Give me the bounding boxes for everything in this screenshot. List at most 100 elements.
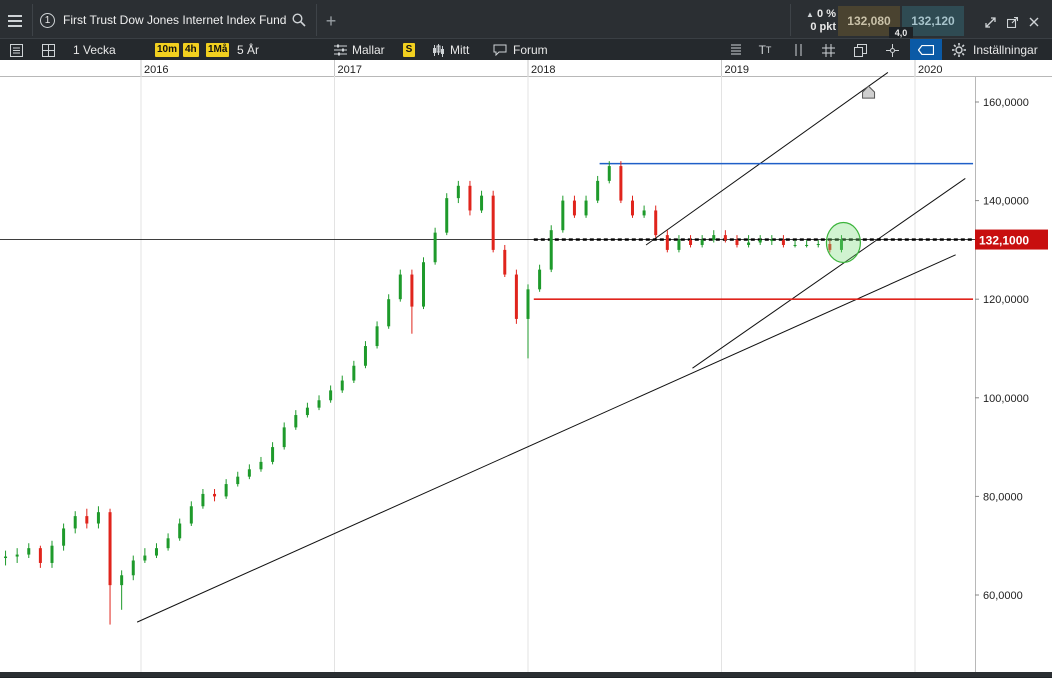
candle-body: [62, 528, 66, 546]
candle-body: [166, 538, 170, 549]
candle-body: [50, 545, 54, 563]
candle-body: [375, 326, 379, 347]
spread-value: 4,0: [889, 27, 913, 39]
candle-body: [282, 427, 286, 448]
y-tick-label: 80,0000: [983, 491, 1023, 503]
search-icon[interactable]: [292, 13, 307, 27]
instrument-number-badge: 1: [40, 12, 55, 28]
range-select[interactable]: 5 År: [237, 43, 260, 57]
candle-body: [352, 365, 356, 381]
candle-body: [770, 240, 774, 242]
x-axis: 2016 2017 2018 2019 2020: [140, 60, 942, 76]
candle-body: [201, 493, 205, 507]
change-points: 0 pkt: [810, 21, 836, 33]
candle-body: [85, 516, 89, 524]
sell-price-button[interactable]: 132,080: [838, 6, 900, 36]
candle-body: [700, 240, 704, 245]
timeframe-10m[interactable]: 10m: [155, 43, 180, 57]
mine-button[interactable]: Mitt: [450, 43, 470, 57]
indicator-list-icon[interactable]: [728, 42, 744, 58]
tag-icon: [918, 44, 934, 55]
candle-body: [584, 200, 588, 216]
instrument-tab[interactable]: 1 First Trust Dow Jones Internet Index F…: [40, 0, 307, 40]
candle-body: [793, 244, 797, 246]
copy-icon[interactable]: [852, 42, 868, 58]
candle-body: [758, 240, 762, 243]
change-percent: 0 %: [817, 8, 836, 20]
candle-body: [317, 400, 321, 408]
s-badge[interactable]: S: [403, 43, 415, 57]
candle-body: [839, 239, 843, 250]
y-tick-label: 160,0000: [983, 97, 1029, 109]
candle-body: [642, 210, 646, 216]
x-tick-label: 2017: [338, 64, 362, 76]
current-price-label: 132,1000: [979, 234, 1029, 248]
candle-body: [236, 476, 240, 485]
expand-icon[interactable]: [982, 14, 998, 30]
instrument-name: First Trust Dow Jones Internet Index Fun…: [63, 13, 287, 27]
hamburger-icon[interactable]: [4, 10, 26, 32]
highlight-circle: [825, 221, 862, 264]
candle-body: [630, 200, 634, 216]
trend-line: [136, 254, 956, 623]
crosshair-icon[interactable]: [884, 42, 900, 58]
candle-body: [73, 516, 77, 529]
candle-body: [572, 200, 576, 216]
layout-grid-icon[interactable]: [40, 42, 56, 58]
settings-button[interactable]: Inställningar: [973, 43, 1038, 57]
candle-body: [4, 556, 8, 559]
x-tick-label: 2019: [725, 64, 749, 76]
candle-body: [189, 506, 193, 524]
candle-body: [677, 240, 681, 250]
price-tag-button[interactable]: [910, 39, 942, 60]
candle-body: [561, 200, 565, 231]
candle-body: [120, 575, 124, 586]
candle-body: [410, 274, 414, 307]
candle-body: [329, 390, 333, 401]
candle-body: [735, 240, 739, 245]
templates-button[interactable]: Mallar: [352, 43, 385, 57]
interval-select[interactable]: 1 Vecka: [73, 43, 116, 57]
y-tick-label: 60,0000: [983, 590, 1023, 602]
timeframe-1m[interactable]: 1Må: [206, 43, 230, 57]
add-tab-icon[interactable]: +: [325, 10, 337, 31]
popout-icon[interactable]: [1004, 14, 1020, 30]
x-tick-label: 2016: [144, 64, 168, 76]
templates-icon[interactable]: [332, 42, 348, 58]
candle-body: [712, 235, 716, 241]
candles-icon[interactable]: [430, 42, 446, 58]
y-tick-label: 140,0000: [983, 196, 1029, 208]
candle-body: [259, 461, 263, 470]
candle-body: [178, 523, 182, 539]
candle-body: [538, 269, 542, 290]
candle-body: [422, 262, 426, 307]
candle-body: [247, 469, 251, 477]
x-tick-label: 2018: [531, 64, 555, 76]
vertical-lines-icon[interactable]: [790, 42, 806, 58]
ask-price: 132,120: [911, 14, 955, 28]
up-triangle-icon: ▲: [806, 10, 814, 19]
forum-icon[interactable]: [492, 42, 508, 58]
candlestick-chart[interactable]: 2016 2017 2018 2019 2020 160,0000 140,0000 120…: [0, 60, 1052, 673]
candle-body: [503, 249, 507, 275]
forum-button[interactable]: Forum: [513, 43, 548, 57]
candle-body: [340, 380, 344, 391]
close-icon[interactable]: [1026, 14, 1042, 30]
list-icon[interactable]: [8, 42, 24, 58]
crosshair-grid-icon[interactable]: [820, 42, 836, 58]
candle-body: [781, 240, 785, 245]
candle-body: [723, 235, 727, 241]
divider: [32, 4, 33, 36]
candle-body: [549, 230, 553, 270]
candle-body: [665, 235, 669, 250]
candle-body: [387, 299, 391, 327]
candle-body: [596, 180, 600, 201]
candle-body: [154, 548, 158, 556]
y-tick-label: 120,0000: [983, 294, 1029, 306]
candle-body: [747, 242, 751, 245]
gear-icon[interactable]: [951, 42, 967, 58]
timeframe-4h[interactable]: 4h: [183, 43, 199, 57]
price-chart[interactable]: 2016 2017 2018 2019 2020 160,0000 140,0000 120…: [0, 60, 1052, 673]
candle-body: [108, 512, 112, 586]
